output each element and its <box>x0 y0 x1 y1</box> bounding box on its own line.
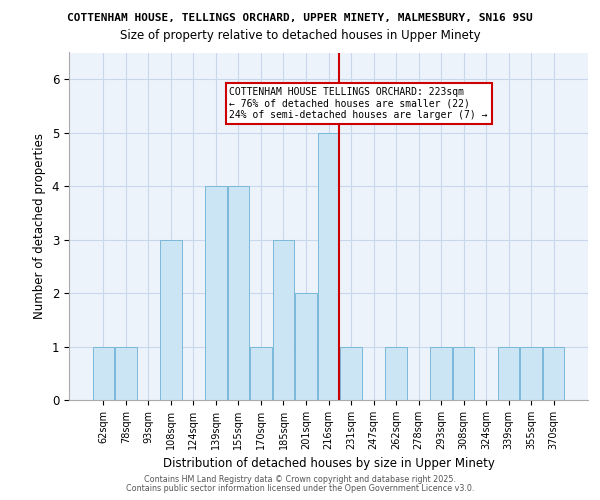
Bar <box>250 346 272 400</box>
Text: Size of property relative to detached houses in Upper Minety: Size of property relative to detached ho… <box>119 29 481 42</box>
Y-axis label: Number of detached properties: Number of detached properties <box>33 133 46 320</box>
Text: COTTENHAM HOUSE, TELLINGS ORCHARD, UPPER MINETY, MALMESBURY, SN16 9SU: COTTENHAM HOUSE, TELLINGS ORCHARD, UPPER… <box>67 12 533 22</box>
Text: Contains public sector information licensed under the Open Government Licence v3: Contains public sector information licen… <box>126 484 474 493</box>
Bar <box>115 346 137 400</box>
Bar <box>453 346 475 400</box>
X-axis label: Distribution of detached houses by size in Upper Minety: Distribution of detached houses by size … <box>163 458 494 470</box>
Text: COTTENHAM HOUSE TELLINGS ORCHARD: 223sqm
← 76% of detached houses are smaller (2: COTTENHAM HOUSE TELLINGS ORCHARD: 223sqm… <box>229 87 488 120</box>
Bar <box>385 346 407 400</box>
Bar <box>543 346 565 400</box>
Bar <box>295 293 317 400</box>
Bar <box>273 240 294 400</box>
Bar <box>340 346 362 400</box>
Bar <box>160 240 182 400</box>
Bar <box>430 346 452 400</box>
Bar <box>498 346 520 400</box>
Text: Contains HM Land Registry data © Crown copyright and database right 2025.: Contains HM Land Registry data © Crown c… <box>144 475 456 484</box>
Bar <box>92 346 114 400</box>
Bar <box>205 186 227 400</box>
Bar <box>228 186 249 400</box>
Bar <box>520 346 542 400</box>
Bar <box>318 132 339 400</box>
